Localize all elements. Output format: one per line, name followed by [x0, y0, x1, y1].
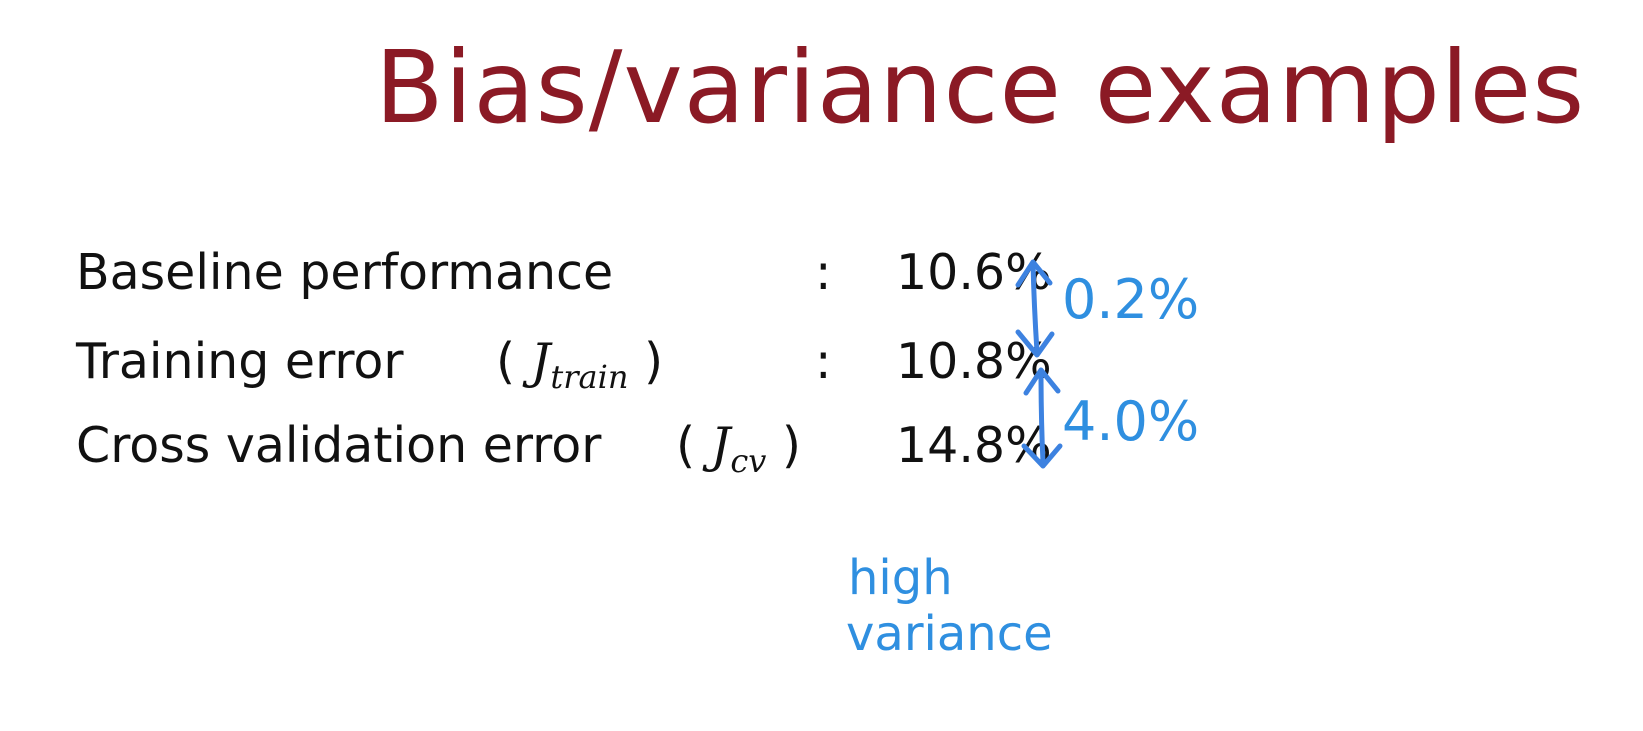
training-error-symbol: ( Jtrain ) [496, 333, 664, 396]
cv-error-symbol: ( Jcv ) [676, 417, 802, 480]
baseline-value: 10.6% [896, 244, 1052, 301]
cv-error-row: Cross validation error ( Jcv ) : 14.8% [76, 406, 1056, 486]
gap-2-annotation: 4.0% [1062, 390, 1199, 453]
cv-error-label: Cross validation error [76, 417, 602, 474]
slide-title: Bias/variance examples [375, 29, 1586, 146]
training-error-value: 10.8% [896, 333, 1052, 390]
conclusion-line-1: high [848, 550, 953, 606]
gap-1-annotation: 0.2% [1062, 268, 1199, 331]
conclusion-line-2: variance [846, 606, 1053, 662]
baseline-label: Baseline performance [76, 244, 614, 301]
cv-error-symbol-base: J [710, 417, 731, 474]
training-error-colon: : [815, 333, 832, 390]
baseline-row: Baseline performance : 10.6% [76, 233, 1056, 313]
training-error-symbol-base: J [530, 333, 551, 390]
cv-error-value: 14.8% [896, 417, 1052, 474]
cv-error-symbol-sub: cv [730, 442, 767, 480]
training-error-symbol-sub: train [550, 358, 629, 396]
baseline-colon: : [815, 244, 832, 301]
training-error-label: Training error [76, 333, 404, 390]
training-error-row: Training error ( Jtrain ) : 10.8% [76, 322, 1056, 402]
